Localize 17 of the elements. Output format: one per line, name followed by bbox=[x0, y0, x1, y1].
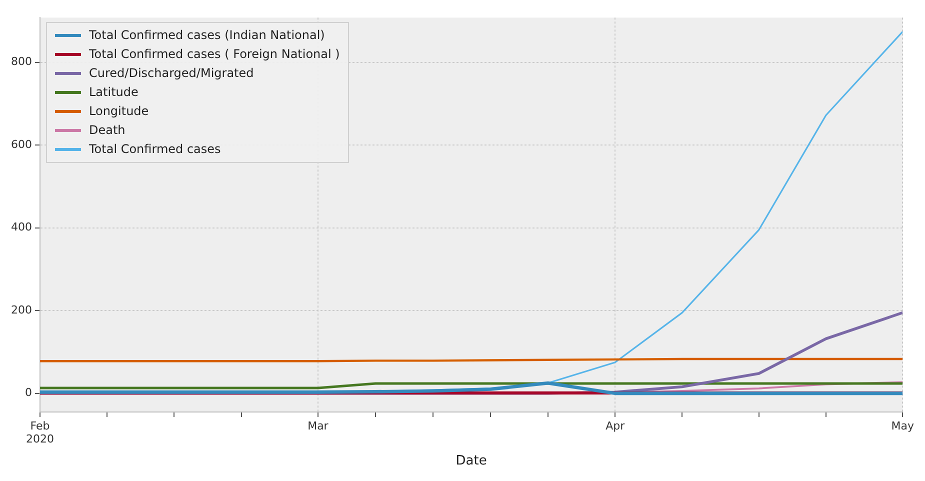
legend-label: Total Confirmed cases bbox=[89, 141, 221, 158]
y-tick-label: 800 bbox=[10, 55, 32, 68]
x-tick-label: Mar bbox=[308, 419, 329, 432]
x-tick-label: May bbox=[891, 419, 914, 432]
legend-label: Latitude bbox=[89, 84, 138, 101]
legend-label: Total Confirmed cases ( Foreign National ) bbox=[89, 46, 340, 63]
legend-label: Death bbox=[89, 122, 126, 139]
legend-label: Cured/Discharged/Migrated bbox=[89, 65, 254, 82]
y-tick-label: 600 bbox=[10, 138, 32, 151]
y-tick-label: 400 bbox=[10, 220, 32, 234]
y-tick-label: 0 bbox=[24, 386, 32, 400]
x-axis-title: Date bbox=[456, 454, 487, 469]
legend-label: Longitude bbox=[89, 103, 149, 120]
x-tick-label: Feb 2020 bbox=[26, 419, 54, 446]
y-tick-label: 200 bbox=[10, 303, 32, 316]
x-tick-label: Apr bbox=[606, 419, 626, 432]
legend-label: Total Confirmed cases (Indian National) bbox=[89, 27, 325, 44]
